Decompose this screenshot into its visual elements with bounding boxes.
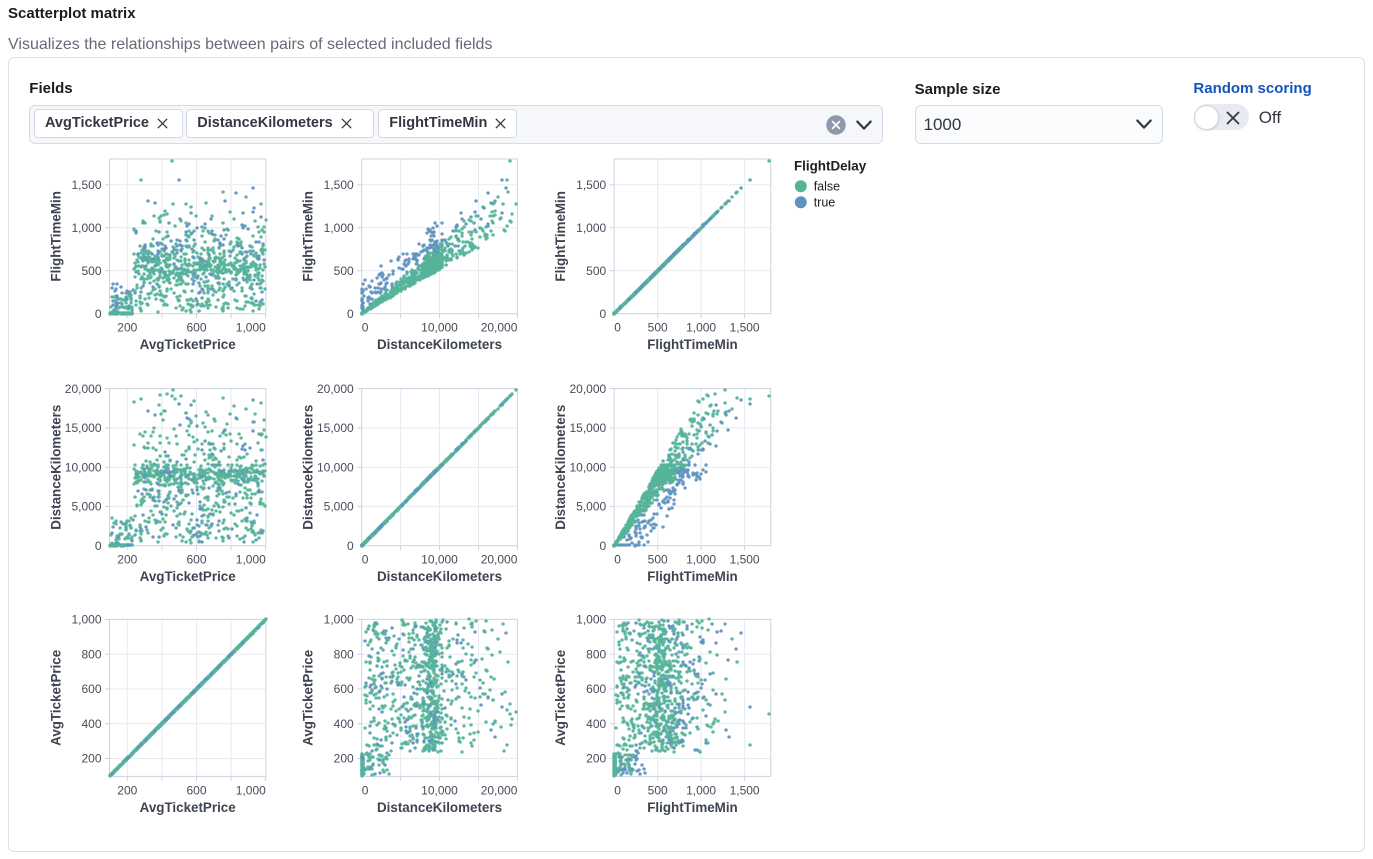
svg-text:600: 600 (186, 553, 206, 567)
svg-text:5,000: 5,000 (324, 500, 354, 514)
svg-text:200: 200 (117, 783, 137, 797)
svg-text:DistanceKilometers: DistanceKilometers (49, 405, 64, 530)
svg-text:0: 0 (600, 539, 607, 553)
svg-text:20,000: 20,000 (481, 783, 518, 797)
svg-text:500: 500 (334, 264, 354, 278)
svg-text:1,000: 1,000 (236, 321, 266, 335)
svg-text:0: 0 (95, 307, 102, 321)
svg-text:DistanceKilometers: DistanceKilometers (377, 800, 502, 815)
svg-text:15,000: 15,000 (317, 421, 354, 435)
svg-text:600: 600 (586, 682, 606, 696)
svg-text:200: 200 (81, 752, 101, 766)
svg-text:500: 500 (586, 264, 606, 278)
svg-text:DistanceKilometers: DistanceKilometers (377, 569, 502, 584)
svg-text:20,000: 20,000 (317, 382, 354, 396)
svg-text:0: 0 (614, 321, 621, 335)
svg-text:DistanceKilometers: DistanceKilometers (377, 337, 502, 352)
svg-text:1,500: 1,500 (730, 783, 760, 797)
svg-text:500: 500 (648, 553, 668, 567)
svg-text:800: 800 (81, 647, 101, 661)
svg-text:200: 200 (586, 752, 606, 766)
svg-text:0: 0 (347, 307, 354, 321)
svg-text:DistanceKilometers: DistanceKilometers (301, 405, 316, 530)
svg-text:600: 600 (186, 783, 206, 797)
svg-text:20,000: 20,000 (65, 382, 102, 396)
svg-text:1,000: 1,000 (576, 221, 606, 235)
svg-text:1,000: 1,000 (236, 553, 266, 567)
svg-text:1,000: 1,000 (324, 221, 354, 235)
svg-text:FlightDelay: FlightDelay (794, 158, 867, 173)
svg-text:400: 400 (334, 717, 354, 731)
svg-text:800: 800 (586, 647, 606, 661)
svg-text:0: 0 (362, 553, 369, 567)
svg-text:FlightTimeMin: FlightTimeMin (553, 191, 568, 282)
svg-text:1,000: 1,000 (576, 613, 606, 627)
svg-text:10,000: 10,000 (65, 460, 102, 474)
svg-text:400: 400 (81, 717, 101, 731)
svg-text:DistanceKilometers: DistanceKilometers (553, 405, 568, 530)
svg-text:FlightTimeMin: FlightTimeMin (49, 191, 64, 282)
svg-text:1,000: 1,000 (686, 783, 716, 797)
svg-text:10,000: 10,000 (421, 553, 458, 567)
svg-text:AvgTicketPrice: AvgTicketPrice (140, 800, 236, 815)
svg-text:10,000: 10,000 (421, 321, 458, 335)
svg-text:AvgTicketPrice: AvgTicketPrice (49, 650, 64, 746)
svg-text:1,000: 1,000 (236, 783, 266, 797)
svg-text:1,500: 1,500 (576, 178, 606, 192)
svg-text:500: 500 (81, 264, 101, 278)
svg-text:600: 600 (186, 321, 206, 335)
svg-text:0: 0 (362, 321, 369, 335)
svg-text:0: 0 (614, 783, 621, 797)
svg-text:600: 600 (81, 682, 101, 696)
svg-text:10,000: 10,000 (569, 460, 606, 474)
svg-text:FlightTimeMin: FlightTimeMin (301, 191, 316, 282)
svg-text:1,000: 1,000 (71, 613, 101, 627)
svg-text:FlightTimeMin: FlightTimeMin (647, 569, 738, 584)
svg-text:0: 0 (362, 783, 369, 797)
svg-text:1,000: 1,000 (686, 321, 716, 335)
svg-text:1,500: 1,500 (730, 321, 760, 335)
svg-text:0: 0 (347, 539, 354, 553)
svg-text:1,000: 1,000 (324, 613, 354, 627)
svg-text:AvgTicketPrice: AvgTicketPrice (301, 650, 316, 746)
svg-text:200: 200 (117, 553, 137, 567)
svg-text:200: 200 (334, 752, 354, 766)
svg-text:AvgTicketPrice: AvgTicketPrice (140, 337, 236, 352)
svg-text:AvgTicketPrice: AvgTicketPrice (553, 650, 568, 746)
svg-text:1,500: 1,500 (324, 178, 354, 192)
svg-text:FlightTimeMin: FlightTimeMin (647, 800, 738, 815)
svg-text:5,000: 5,000 (71, 500, 101, 514)
svg-text:1,000: 1,000 (71, 221, 101, 235)
svg-text:15,000: 15,000 (65, 421, 102, 435)
svg-text:10,000: 10,000 (317, 460, 354, 474)
svg-text:500: 500 (648, 783, 668, 797)
svg-text:true: true (814, 196, 836, 210)
svg-text:1,000: 1,000 (686, 553, 716, 567)
svg-text:20,000: 20,000 (481, 553, 518, 567)
svg-text:1,500: 1,500 (730, 553, 760, 567)
svg-text:5,000: 5,000 (576, 500, 606, 514)
svg-text:false: false (814, 180, 840, 194)
svg-text:AvgTicketPrice: AvgTicketPrice (140, 569, 236, 584)
svg-text:20,000: 20,000 (481, 321, 518, 335)
svg-text:1,500: 1,500 (71, 178, 101, 192)
svg-text:0: 0 (95, 539, 102, 553)
svg-text:500: 500 (648, 321, 668, 335)
svg-text:15,000: 15,000 (569, 421, 606, 435)
svg-text:400: 400 (586, 717, 606, 731)
svg-text:20,000: 20,000 (569, 382, 606, 396)
svg-text:0: 0 (600, 307, 607, 321)
svg-text:10,000: 10,000 (421, 783, 458, 797)
svg-text:200: 200 (117, 321, 137, 335)
svg-text:0: 0 (614, 553, 621, 567)
svg-text:800: 800 (334, 647, 354, 661)
svg-text:600: 600 (334, 682, 354, 696)
svg-text:FlightTimeMin: FlightTimeMin (647, 337, 738, 352)
